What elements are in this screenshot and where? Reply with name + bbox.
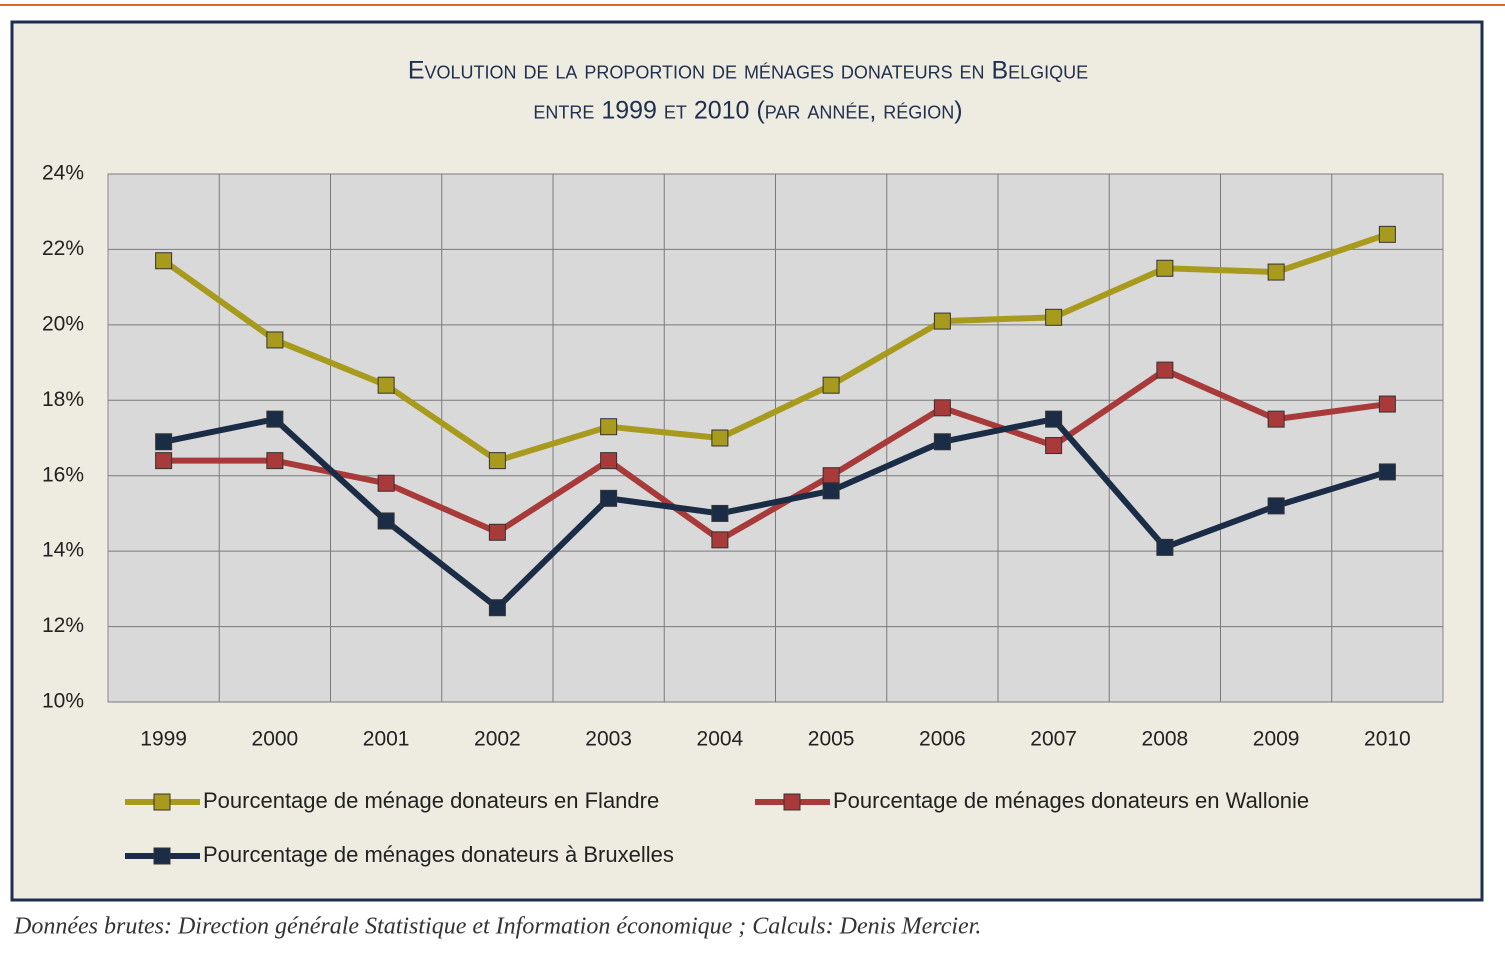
y-tick-label: 20% — [42, 312, 84, 335]
marker — [822, 467, 840, 485]
marker — [488, 599, 506, 617]
marker — [1045, 308, 1063, 326]
x-tick-label: 2008 — [1142, 728, 1189, 751]
y-tick-label: 22% — [42, 237, 84, 260]
chart-subtitle: entre 1999 et 2010 (par année, région) — [533, 97, 962, 125]
marker — [1156, 538, 1174, 556]
marker — [266, 410, 284, 428]
marker — [933, 399, 951, 417]
marker — [822, 376, 840, 394]
marker — [1156, 361, 1174, 379]
series-line — [163, 416, 1389, 611]
marker — [600, 452, 618, 470]
marker — [1156, 259, 1174, 277]
marker — [153, 793, 171, 811]
chart-title: Evolution de la proportion de ménages do… — [408, 57, 1088, 85]
x-tick-label: 2002 — [474, 728, 521, 751]
marker — [711, 504, 729, 522]
marker — [1267, 263, 1285, 281]
marker — [155, 252, 173, 270]
marker — [155, 452, 173, 470]
legend-label: Pourcentage de ménages donateurs en Wall… — [833, 788, 1309, 813]
marker — [933, 312, 951, 330]
x-tick-label: 2009 — [1253, 728, 1300, 751]
y-tick-label: 18% — [42, 388, 84, 411]
marker — [377, 376, 395, 394]
series-line — [161, 231, 1389, 464]
x-tick-label: 2003 — [585, 728, 632, 751]
marker — [155, 433, 173, 451]
marker — [266, 452, 284, 470]
marker — [711, 429, 729, 447]
series-line — [163, 367, 1388, 543]
x-tick-label: 1999 — [140, 728, 187, 751]
marker — [1267, 410, 1285, 428]
marker — [377, 512, 395, 530]
y-tick-label: 12% — [42, 614, 84, 637]
marker — [783, 793, 801, 811]
marker — [600, 418, 618, 436]
marker — [488, 523, 506, 541]
source-note: Données brutes: Direction générale Stati… — [13, 914, 981, 940]
marker — [711, 531, 729, 549]
x-tick-label: 2010 — [1364, 728, 1411, 751]
legend-label: Pourcentage de ménage donateurs en Fland… — [203, 788, 659, 813]
x-tick-label: 2006 — [919, 728, 966, 751]
marker — [1378, 225, 1396, 243]
marker — [1045, 437, 1063, 455]
marker — [153, 847, 171, 865]
x-tick-label: 2000 — [252, 728, 299, 751]
y-tick-label: 16% — [42, 463, 84, 486]
marker — [1378, 463, 1396, 481]
marker — [822, 482, 840, 500]
marker — [266, 331, 284, 349]
marker — [600, 489, 618, 507]
marker — [488, 452, 506, 470]
y-tick-label: 24% — [42, 162, 84, 185]
marker — [1045, 410, 1063, 428]
y-tick-label: 10% — [42, 690, 84, 713]
x-tick-label: 2001 — [363, 728, 410, 751]
x-tick-label: 2004 — [697, 728, 744, 751]
x-tick-label: 2007 — [1030, 728, 1077, 751]
y-tick-label: 14% — [42, 539, 84, 562]
legend-label: Pourcentage de ménages donateurs à Bruxe… — [203, 842, 674, 867]
marker — [1267, 497, 1285, 515]
marker — [1378, 395, 1396, 413]
x-tick-label: 2005 — [808, 728, 855, 751]
marker — [377, 474, 395, 492]
marker — [933, 433, 951, 451]
